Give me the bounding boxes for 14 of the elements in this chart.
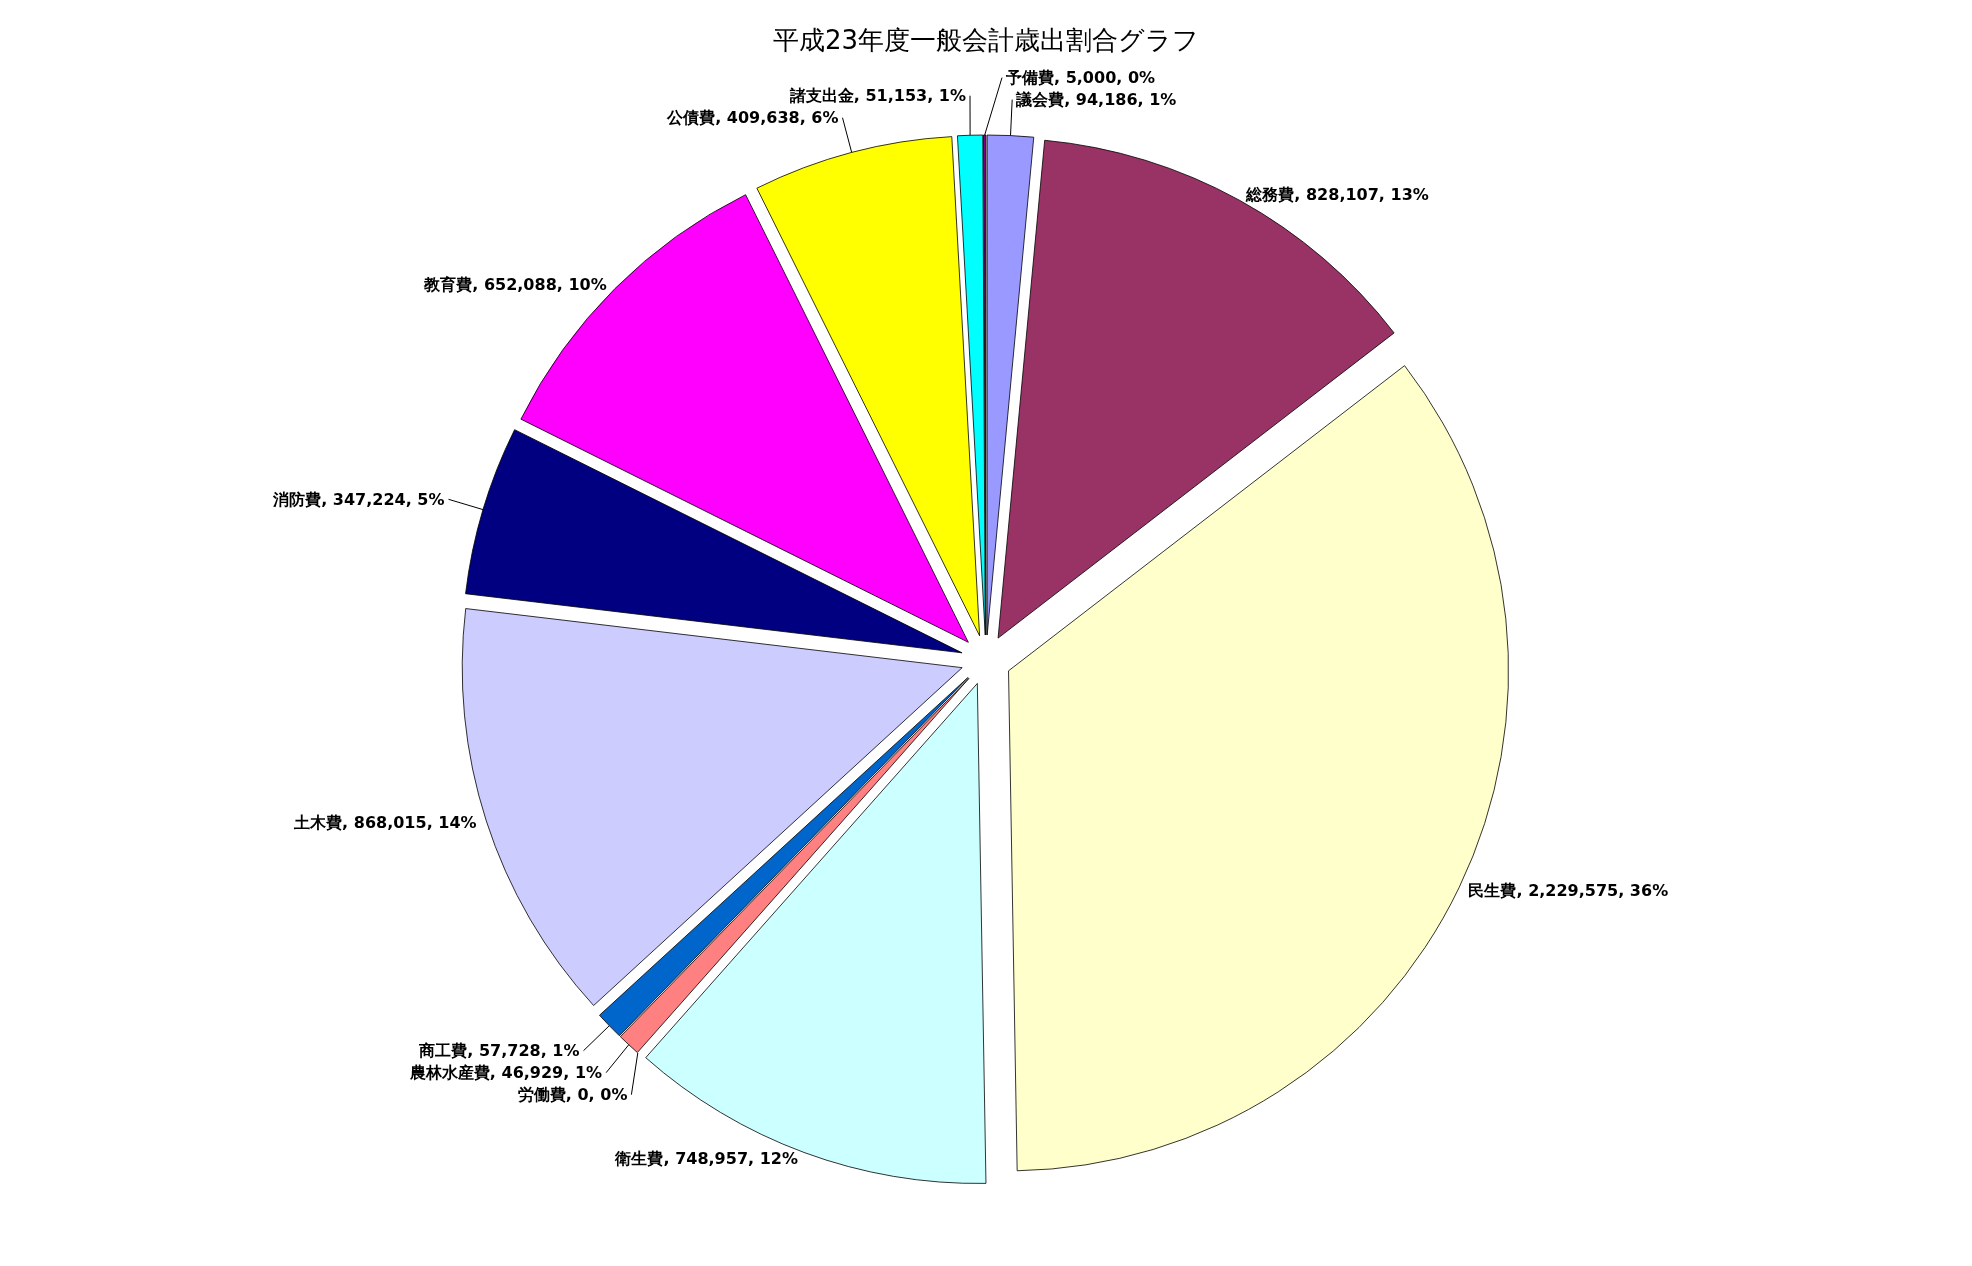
slice-label: 教育費, 652,088, 10% — [423, 274, 607, 294]
category-label: 労働費, 0, 0% — [517, 1085, 628, 1105]
chart-title: 平成23年度一般会計歳出割合グラフ — [772, 25, 1200, 55]
slice-label: 予備費, 5,000, 0% — [1005, 68, 1156, 88]
slice-label: 衛生費, 748,957, 12% — [614, 1148, 798, 1168]
slice-label: 総務費, 828,107, 13% — [1245, 185, 1429, 205]
slice-label: 諸支出金, 51,153, 1% — [788, 86, 966, 106]
slice-label: 土木費, 868,015, 14% — [293, 813, 477, 833]
slice-label: 民生費, 2,229,575, 36% — [1468, 880, 1669, 900]
slice-label: 農林水産費, 46,929, 1% — [408, 1063, 603, 1083]
slice-label: 商工費, 57,728, 1% — [418, 1041, 580, 1061]
slice-label: 公債費, 409,638, 6% — [666, 108, 839, 128]
slice-label: 消防費, 347,224, 5% — [272, 489, 445, 509]
slice-label: 議会費, 94,186, 1% — [1015, 90, 1177, 110]
